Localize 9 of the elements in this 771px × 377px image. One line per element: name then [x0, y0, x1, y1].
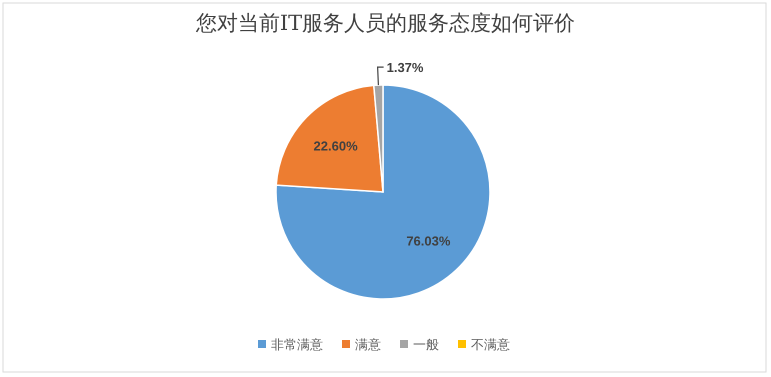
legend-label: 不满意 — [471, 337, 510, 352]
legend-label: 非常满意 — [271, 337, 323, 352]
pie-slice — [275, 84, 491, 300]
data-label: 22.60% — [314, 138, 358, 154]
data-label: 1.37% — [386, 60, 424, 76]
data-label: 76.03% — [406, 233, 451, 248]
legend-label: 一般 — [413, 337, 439, 352]
legend-label: 满意 — [355, 337, 381, 352]
chart-title: 您对当前IT服务人员的服务态度如何评价 — [194, 11, 576, 35]
